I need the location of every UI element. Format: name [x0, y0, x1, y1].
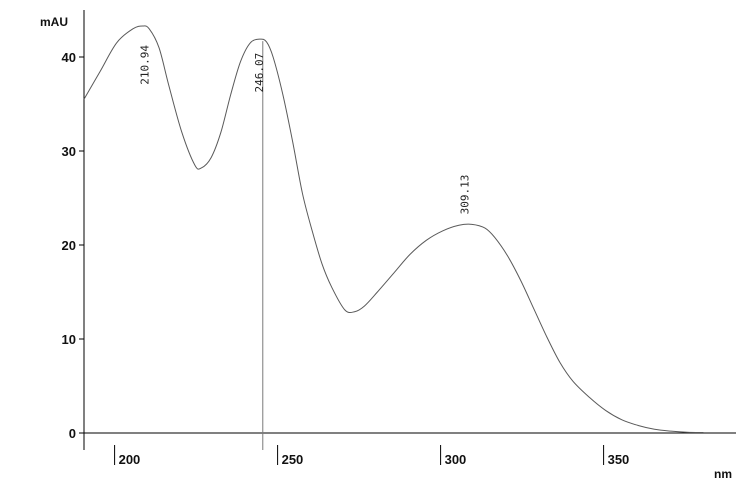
peak-label: 246.07 [253, 53, 266, 93]
x-axis: 200 250 300 350 [84, 432, 736, 467]
y-tick-label: 20 [62, 238, 76, 253]
x-axis-unit-label: nm [714, 467, 732, 478]
y-tick-label: 10 [62, 332, 76, 347]
peak-label: 210.94 [138, 45, 151, 85]
peak-label: 309.13 [458, 175, 471, 215]
x-tick-label: 300 [445, 452, 467, 467]
y-tick-label: 30 [62, 144, 76, 159]
x-tick-label: 250 [282, 452, 304, 467]
x-tick-label: 350 [608, 452, 630, 467]
peak-labels: 210.94 246.07 309.13 [138, 45, 471, 215]
y-tick-label: 0 [69, 426, 76, 441]
y-tick-label: 40 [62, 50, 76, 65]
spectrum-trace [83, 25, 704, 434]
spectrum-line [83, 25, 704, 434]
x-tick-label: 200 [119, 452, 141, 467]
y-axis: 0 10 20 30 40 [62, 10, 85, 450]
y-axis-unit-label: mAU [40, 15, 68, 29]
